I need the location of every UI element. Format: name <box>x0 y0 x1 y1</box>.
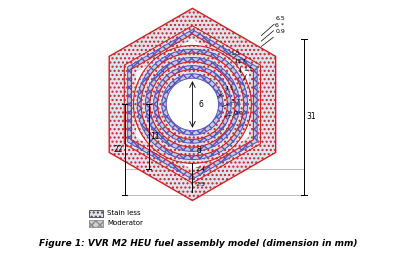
Text: 2.5: 2.5 <box>196 182 206 187</box>
Text: 0.9: 0.9 <box>261 29 285 46</box>
Polygon shape <box>131 34 253 175</box>
Polygon shape <box>128 30 257 179</box>
Polygon shape <box>136 39 249 170</box>
Bar <box>89 220 103 227</box>
Text: d: d <box>197 146 202 155</box>
Text: 6 *: 6 * <box>261 23 284 41</box>
Text: 3.7: 3.7 <box>222 99 241 107</box>
Circle shape <box>141 53 244 156</box>
Text: Stain less: Stain less <box>107 210 141 216</box>
Text: 1.1: 1.1 <box>244 67 254 80</box>
Text: 1.5: 1.5 <box>231 51 241 65</box>
Polygon shape <box>124 26 260 183</box>
Text: 1.7: 1.7 <box>236 59 246 73</box>
Circle shape <box>154 66 231 143</box>
Text: 11: 11 <box>150 132 160 141</box>
Circle shape <box>133 45 251 163</box>
Text: 6.5: 6.5 <box>261 16 285 36</box>
Circle shape <box>158 69 227 139</box>
Polygon shape <box>109 8 276 200</box>
Text: Moderator: Moderator <box>107 220 143 226</box>
Circle shape <box>150 62 235 147</box>
Circle shape <box>166 78 219 131</box>
Text: 31: 31 <box>306 112 316 122</box>
Circle shape <box>137 49 248 160</box>
Text: Figure 1: VVR M2 HEU fuel assembly model (dimension in mm): Figure 1: VVR M2 HEU fuel assembly model… <box>39 239 357 248</box>
Bar <box>89 210 103 217</box>
Text: 6: 6 <box>198 100 203 109</box>
Circle shape <box>162 74 223 135</box>
Text: 0.9: 0.9 <box>225 111 244 116</box>
Text: 4.1: 4.1 <box>218 86 235 97</box>
Circle shape <box>145 58 239 151</box>
Text: 22: 22 <box>114 145 123 154</box>
Text: 2.4: 2.4 <box>196 167 206 172</box>
